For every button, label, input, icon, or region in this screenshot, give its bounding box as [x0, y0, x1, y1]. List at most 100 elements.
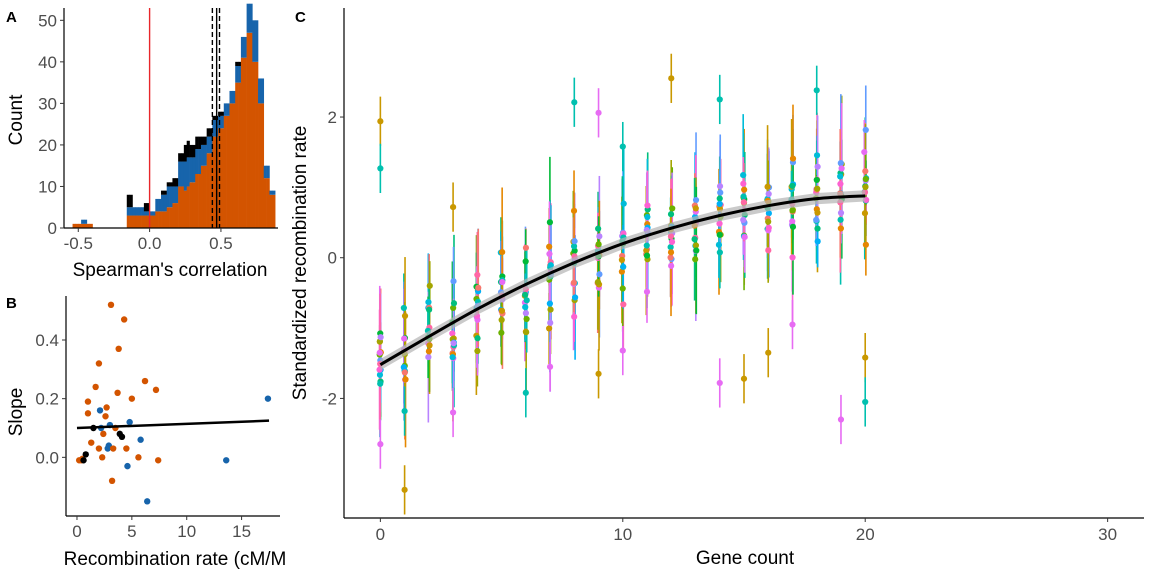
y-tick-label: 0.4 [35, 331, 59, 350]
histogram-bar [161, 211, 165, 228]
data-point [789, 207, 796, 214]
x-tick-label: 0.5 [209, 234, 233, 253]
data-point [522, 258, 529, 265]
data-point [596, 233, 603, 240]
histogram-bar [203, 144, 207, 166]
data-point [741, 186, 748, 193]
data-point [522, 303, 529, 311]
histogram-bar [206, 136, 210, 154]
data-point [643, 242, 650, 249]
data-point [740, 180, 747, 187]
histogram-bar [272, 194, 276, 228]
histogram-bars [72, 3, 276, 229]
data-point [449, 330, 456, 337]
data-point [449, 203, 457, 211]
histogram-bar [220, 128, 225, 228]
histogram-bar [272, 190, 276, 195]
data-point [595, 109, 602, 116]
histogram-bar [175, 203, 179, 228]
data-point [376, 349, 383, 356]
histogram-bar [143, 211, 148, 216]
histogram-bar [212, 120, 216, 137]
data-point [716, 231, 723, 238]
histogram-bar [186, 140, 190, 158]
histogram-bar [189, 144, 193, 158]
histogram-bar [132, 215, 136, 228]
scatter-point [223, 457, 230, 464]
data-point [668, 238, 676, 246]
scatter-point [137, 436, 144, 443]
histogram-bar [135, 215, 139, 228]
histogram-bar [180, 161, 185, 187]
data-point [716, 200, 723, 208]
data-point [570, 243, 578, 250]
data-point [837, 180, 844, 188]
histogram-bar [238, 61, 242, 66]
data-point [570, 279, 577, 286]
x-tick-label: 20 [856, 525, 875, 544]
data-point [425, 353, 432, 361]
data-point [499, 248, 506, 256]
y-axis-label-c: Standardized recombination rate [290, 126, 311, 401]
histogram-bar [220, 115, 225, 129]
scatter-point [107, 301, 115, 308]
data-point [861, 148, 868, 156]
scatter-point [103, 404, 110, 411]
data-point [765, 218, 772, 225]
data-point [765, 247, 772, 254]
histogram-bar [212, 136, 216, 228]
data-point [474, 335, 481, 342]
data-point [523, 329, 530, 336]
panel-label-a: A [6, 9, 17, 26]
data-point [837, 159, 844, 167]
data-point [522, 244, 530, 251]
histogram-bar [86, 223, 90, 228]
data-point [377, 380, 384, 387]
histogram-bar [141, 215, 145, 228]
histogram-bar [195, 136, 199, 150]
x-tick-label: 0 [72, 522, 81, 541]
data-point [401, 369, 408, 376]
histogram-bar [83, 223, 88, 228]
data-point [716, 220, 723, 227]
histogram-bar [200, 144, 205, 166]
data-point [789, 155, 797, 162]
data-point [813, 87, 820, 94]
data-point [862, 354, 869, 361]
histogram-bar [172, 186, 176, 204]
histogram-bar [152, 215, 156, 228]
data-point [667, 243, 674, 251]
x-tick-label: -0.5 [64, 234, 93, 253]
scatter-point [95, 445, 103, 452]
histogram-bar [235, 82, 239, 228]
data-point [789, 223, 797, 230]
histogram-bar [255, 20, 259, 62]
scatter-point [82, 451, 89, 458]
scatter-point [123, 445, 130, 452]
histogram-bar [135, 207, 139, 216]
data-point [644, 202, 651, 209]
data-points [376, 75, 870, 493]
histogram-bar [266, 178, 270, 228]
data-point [618, 256, 626, 264]
data-point [523, 315, 530, 323]
histogram-bar [146, 211, 150, 216]
data-point [595, 370, 602, 377]
histogram-bar [232, 103, 236, 228]
data-point [450, 304, 457, 311]
data-point [862, 175, 869, 183]
panel-label-c: C [295, 9, 306, 26]
histogram-bar [141, 207, 145, 216]
data-point [668, 75, 675, 82]
data-point [498, 316, 505, 324]
scatter-point [120, 316, 128, 323]
y-tick-label: 0 [48, 219, 57, 238]
histogram-bar [166, 182, 170, 187]
histogram-bar [235, 66, 239, 83]
data-point [765, 190, 772, 198]
histogram-bar [81, 223, 85, 228]
histogram-bar [200, 136, 205, 145]
histogram-bar [178, 153, 182, 162]
data-point [596, 271, 603, 278]
